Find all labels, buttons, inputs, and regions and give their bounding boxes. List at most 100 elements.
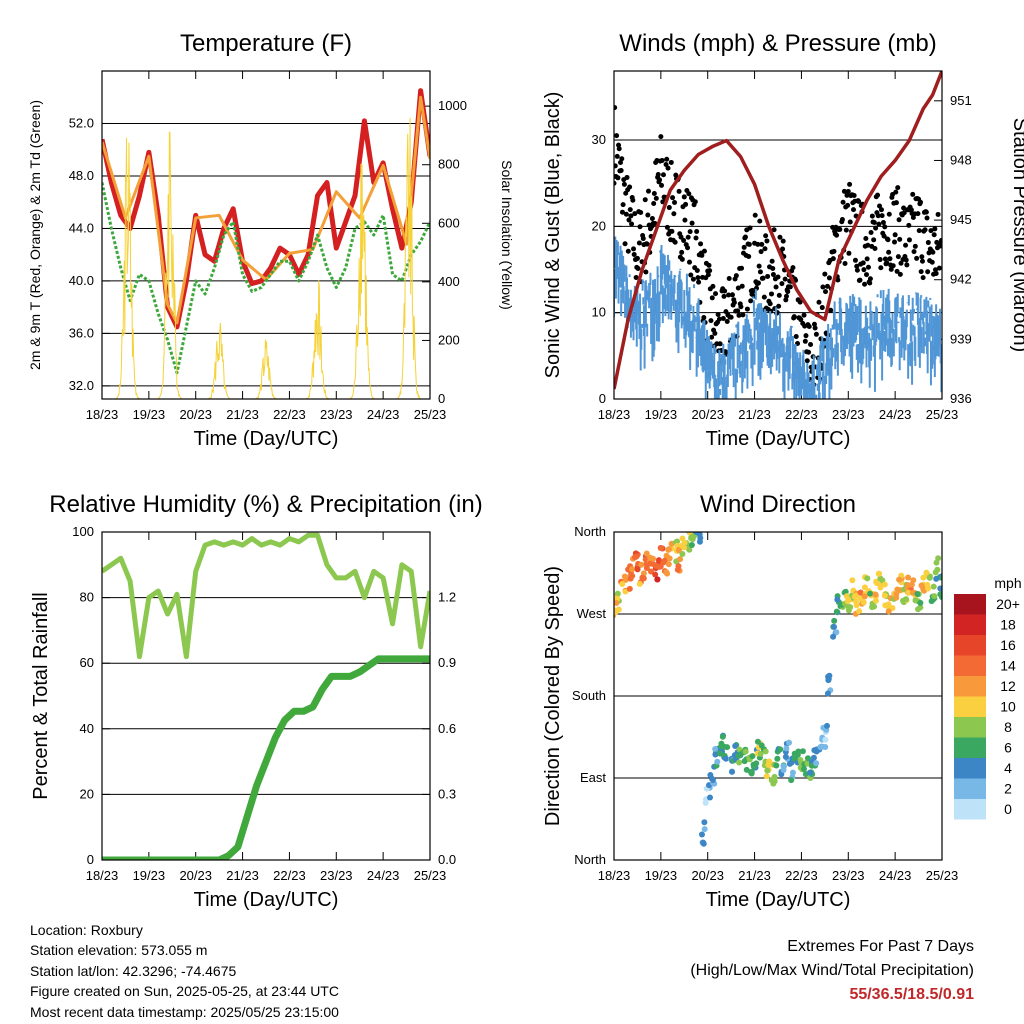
y-tick-label: 40 (80, 721, 94, 736)
x-tick-label: 19/23 (645, 407, 678, 422)
plot-frame (613, 531, 943, 861)
extremes-values: 55/36.5/18.5/0.91 (849, 986, 974, 1003)
station-latlon: Station lat/lon: 42.3296; -74.4675 (30, 962, 237, 979)
gust-point (619, 156, 625, 162)
direction-point (665, 546, 672, 553)
direction-point (852, 592, 859, 599)
gust-point (865, 264, 871, 270)
x-tick-label: 25/23 (926, 407, 959, 422)
gust-point (935, 211, 941, 217)
x-tick-label: 22/23 (785, 868, 818, 883)
y-tick-label: 30 (592, 132, 606, 147)
gust-point (692, 199, 698, 205)
gust-point (694, 229, 700, 235)
gust-point (782, 276, 788, 282)
gust-point (867, 276, 873, 282)
gust-point (627, 184, 633, 190)
direction-point (736, 746, 743, 753)
figure-created: Figure created on Sun, 2025-05-25, at 23… (30, 983, 339, 1000)
direction-point (893, 591, 900, 598)
legend-label: 8 (1004, 719, 1012, 735)
gust-point (803, 333, 809, 339)
gust-point (918, 199, 924, 205)
solar-spike (349, 163, 375, 399)
recent-timestamp: Most recent data timestamp: 2025/05/25 2… (30, 1003, 339, 1020)
gust-point (756, 263, 762, 269)
x-tick-label: 20/23 (179, 868, 212, 883)
gust-point (685, 234, 691, 240)
legend-label: 20+ (996, 596, 1020, 612)
direction-point (663, 569, 670, 576)
gust-point (828, 307, 834, 313)
gust-point (614, 153, 620, 159)
gust-point (758, 249, 764, 255)
direction-point (689, 534, 696, 541)
gust-point (750, 288, 756, 294)
gust-point (693, 235, 699, 241)
panel-2: Relative Humidity (%) & Precipitation (i… (30, 491, 483, 911)
gust-point (865, 242, 871, 248)
gust-point (886, 249, 892, 255)
gust-point (822, 271, 828, 277)
gust-point (854, 263, 860, 269)
direction-point (873, 578, 880, 585)
gust-point (837, 226, 843, 232)
direction-point (856, 608, 863, 615)
gust-point (925, 269, 931, 275)
gust-point (880, 220, 886, 226)
gust-point (919, 254, 925, 260)
gust-point (665, 165, 671, 171)
direction-point (786, 739, 793, 746)
direction-point (909, 589, 916, 596)
gust-point (720, 316, 726, 322)
direction-point (626, 585, 633, 592)
gust-point (649, 216, 655, 222)
gust-point (924, 215, 930, 221)
gust-point (653, 195, 659, 201)
direction-point (707, 794, 714, 801)
gust-point (616, 146, 622, 152)
gust-point (638, 209, 644, 215)
gust-point (764, 238, 770, 244)
x-axis-label: Time (Day/UTC) (706, 889, 851, 911)
y-tick-label: 44.0 (69, 220, 94, 235)
gust-point (846, 250, 852, 256)
gust-point (884, 260, 890, 266)
y-tick-label: 20 (80, 786, 94, 801)
direction-point (926, 574, 933, 581)
legend-swatch (954, 635, 986, 656)
gust-point (701, 248, 707, 254)
x-tick-label: 22/23 (785, 407, 818, 422)
gust-point (640, 236, 646, 242)
solar-spike (157, 131, 183, 399)
direction-point (881, 581, 888, 588)
gust-point (806, 323, 812, 329)
gust-point (856, 198, 862, 204)
gust-point (773, 284, 779, 290)
gust-point (770, 266, 776, 272)
gust-point (852, 257, 858, 263)
gust-point (912, 243, 918, 249)
direction-point (719, 733, 726, 740)
direction-point (638, 561, 645, 568)
y2-tick-label: 800 (438, 157, 460, 172)
gust-point (851, 192, 857, 198)
gust-point (686, 191, 692, 197)
direction-point (741, 758, 748, 765)
direction-point (674, 566, 681, 573)
gust-point (627, 207, 633, 213)
gust-point (894, 268, 900, 274)
x-tick-label: 18/23 (598, 868, 631, 883)
y-tick-label: 80 (80, 590, 94, 605)
direction-point (712, 745, 719, 752)
legend-swatch (954, 717, 986, 738)
gust-point (910, 191, 916, 197)
direction-point (647, 560, 654, 567)
gust-point (633, 274, 639, 280)
legend-label: 10 (1000, 699, 1016, 715)
direction-point (917, 599, 924, 606)
gust-point (759, 241, 765, 247)
legend-label: 14 (1000, 658, 1016, 674)
y2-tick-label: 939 (950, 331, 972, 346)
extremes-box: Extremes For Past 7 Days (High/Low/Max W… (690, 935, 974, 1007)
